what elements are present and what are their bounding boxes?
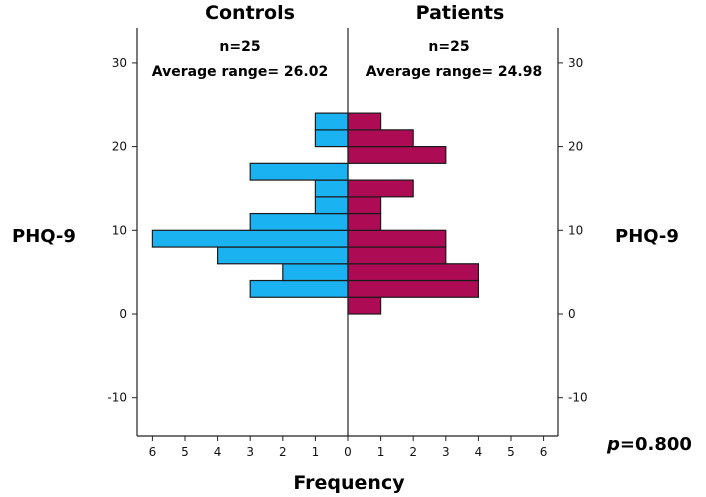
controls-n-annotation: n=25 [219,39,260,55]
left-y-tick-label: 0 [119,307,127,321]
patients-bar [347,246,447,265]
patients-n-annotation: n=25 [428,39,469,55]
x-tick-label: 0 [344,445,352,459]
patients-title: Patients [416,2,505,24]
controls-bar [249,212,349,231]
left-y-tick-label: 30 [112,56,127,70]
patients-bar [347,296,382,315]
patients-bar [347,229,447,248]
x-tick-label: 1 [377,445,385,459]
right-y-tick-label: 0 [568,307,576,321]
controls-bar [314,112,349,131]
left-y-tick-label: 10 [112,223,127,237]
x-tick-label: 1 [312,445,320,459]
patients-bar [347,212,382,231]
p-value-prefix: p [606,434,620,455]
controls-bar [151,229,349,248]
x-tick-label: 6 [540,445,548,459]
right-y-tick-label: 10 [568,223,583,237]
controls-bar [282,263,349,282]
x-tick-label: 5 [181,445,189,459]
x-tick-label: 2 [279,445,287,459]
x-tick-label: 4 [214,445,222,459]
x-tick-label: 4 [475,445,483,459]
controls-average-annotation: Average range= 26.02 [152,64,328,80]
x-axis-label: Frequency [293,472,405,494]
left-y-axis-label: PHQ-9 [12,226,76,247]
controls-bar [314,196,349,215]
right-y-axis-label: PHQ-9 [615,226,679,247]
patients-bar [347,196,382,215]
patients-bar [347,263,479,282]
x-tick-label: 3 [442,445,450,459]
patients-bar [347,112,382,131]
left-y-tick-label: -10 [107,391,127,405]
left-y-tick-label: 20 [112,140,127,154]
controls-title: Controls [205,2,295,24]
controls-bar [249,279,349,298]
patients-bar [347,179,414,198]
controls-bar [314,179,349,198]
x-tick-label: 3 [246,445,254,459]
p-value-number: =0.800 [620,434,692,455]
right-y-tick-label: 30 [568,56,583,70]
patients-bar [347,146,447,164]
patients-bar [347,129,414,148]
patients-average-annotation: Average range= 24.98 [366,64,542,80]
controls-bar [314,129,349,148]
x-tick-label: 6 [149,445,157,459]
x-tick-label: 5 [507,445,515,459]
right-y-tick-label: 20 [568,140,583,154]
controls-bar [217,246,349,265]
right-y-tick-label: -10 [568,391,588,405]
patients-bar [347,279,479,298]
x-tick-label: 2 [409,445,417,459]
p-value-annotation: p=0.800 [606,434,692,455]
controls-bar [249,162,349,181]
